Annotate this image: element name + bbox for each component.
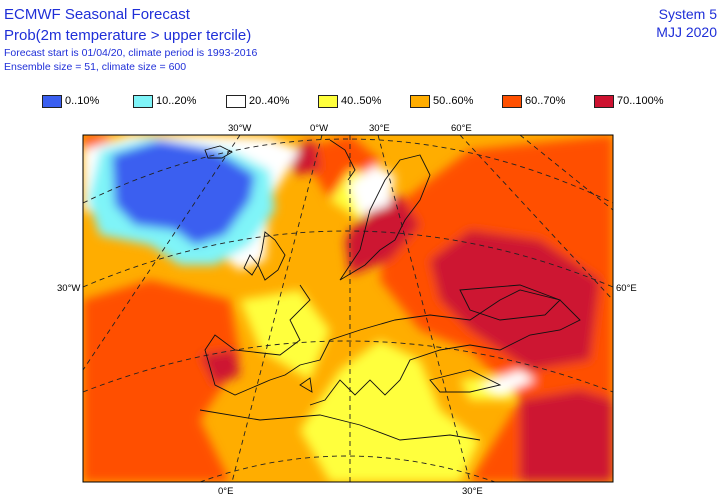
chart-title: ECMWF Seasonal Forecast bbox=[4, 6, 190, 23]
legend-label: 40..50% bbox=[341, 95, 382, 107]
legend-swatch bbox=[502, 95, 522, 108]
lon-label: 0°W bbox=[310, 123, 328, 134]
legend-swatch bbox=[594, 95, 614, 108]
map-frame bbox=[82, 134, 614, 483]
legend-label: 70..100% bbox=[617, 95, 664, 107]
lat-label: 30°W bbox=[57, 283, 80, 294]
region-40-50 bbox=[300, 340, 480, 482]
region-70-100 bbox=[520, 390, 613, 482]
legend: 0..10% 10..20% 20..40% 40..50% 50..60% 6… bbox=[42, 94, 682, 110]
system-label: System 5 bbox=[658, 6, 717, 22]
lon-label: 60°E bbox=[451, 123, 472, 134]
legend-swatch bbox=[410, 95, 430, 108]
ensemble-info: Ensemble size = 51, climate size = 600 bbox=[4, 61, 187, 73]
legend-label: 20..40% bbox=[249, 95, 290, 107]
chart-subtitle: Prob(2m temperature > upper tercile) bbox=[4, 27, 252, 44]
legend-swatch bbox=[318, 95, 338, 108]
region-40-50 bbox=[240, 290, 330, 380]
legend-label: 10..20% bbox=[156, 95, 197, 107]
graticule bbox=[83, 135, 613, 482]
region-70-100 bbox=[430, 230, 600, 370]
lon-label: 30°W bbox=[228, 123, 251, 134]
probability-field bbox=[83, 135, 613, 482]
coastlines bbox=[199, 139, 581, 441]
legend-swatch bbox=[133, 95, 153, 108]
forecast-info: Forecast start is 01/04/20, climate peri… bbox=[4, 47, 258, 59]
lon-label: 30°E bbox=[369, 123, 390, 134]
lon-label: 30°E bbox=[462, 486, 483, 497]
legend-swatch bbox=[226, 95, 246, 108]
lat-label: 60°E bbox=[616, 283, 637, 294]
region-60-70 bbox=[83, 280, 240, 482]
legend-label: 60..70% bbox=[525, 95, 566, 107]
season-label: MJJ 2020 bbox=[656, 24, 717, 40]
region-20-40 bbox=[350, 165, 395, 215]
legend-swatch bbox=[42, 95, 62, 108]
legend-label: 50..60% bbox=[433, 95, 474, 107]
legend-label: 0..10% bbox=[65, 95, 100, 107]
lon-label: 0°E bbox=[218, 486, 233, 497]
region-20-40 bbox=[480, 370, 535, 395]
region-70-100 bbox=[200, 350, 240, 385]
